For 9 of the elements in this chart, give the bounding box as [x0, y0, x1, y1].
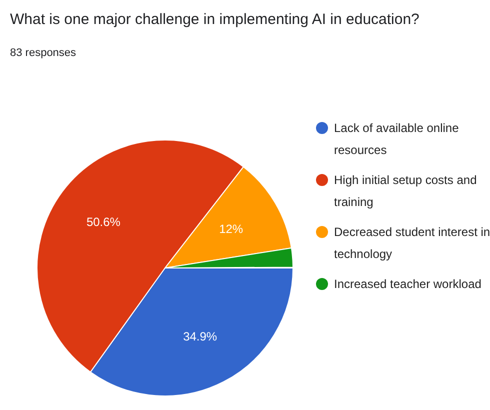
- legend-label: Lack of available online resources: [334, 121, 460, 157]
- legend-label: Decreased student interest in technology: [334, 225, 490, 261]
- data-label: 34.9%: [183, 329, 218, 344]
- chart-title: What is one major challenge in implementing AI in education?: [10, 11, 420, 28]
- legend-label: High initial setup costs and training: [334, 173, 477, 209]
- legend-label: Increased teacher workload: [334, 277, 482, 291]
- data-label: 50.6%: [86, 215, 121, 230]
- chart-subtitle: 83 responses: [10, 47, 77, 59]
- data-label: 12%: [219, 222, 244, 236]
